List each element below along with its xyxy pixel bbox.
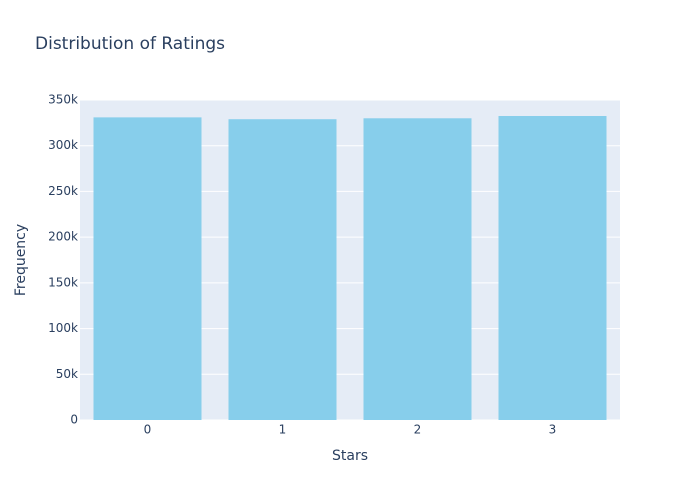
y-tick-label: 350k (48, 93, 78, 107)
y-tick-label: 150k (48, 275, 78, 289)
y-tick-label: 50k (56, 367, 78, 381)
y-tick-label: 250k (48, 184, 78, 198)
y-tick-label: 300k (48, 138, 78, 152)
chart-title: Distribution of Ratings (35, 34, 225, 54)
y-tick-label: 200k (48, 230, 78, 244)
bar (498, 116, 607, 420)
bar (363, 118, 472, 421)
y-tick-label: 100k (48, 321, 78, 335)
bar (228, 119, 337, 420)
x-tick-label: 2 (414, 423, 422, 437)
x-tick-label: 1 (279, 423, 287, 437)
bar (93, 117, 202, 420)
y-axis-title: Frequency (13, 224, 29, 296)
x-tick-label: 3 (549, 423, 557, 437)
x-tick-label: 0 (144, 423, 152, 437)
y-tick-label: 0 (70, 413, 78, 427)
x-axis-title: Stars (332, 448, 368, 464)
